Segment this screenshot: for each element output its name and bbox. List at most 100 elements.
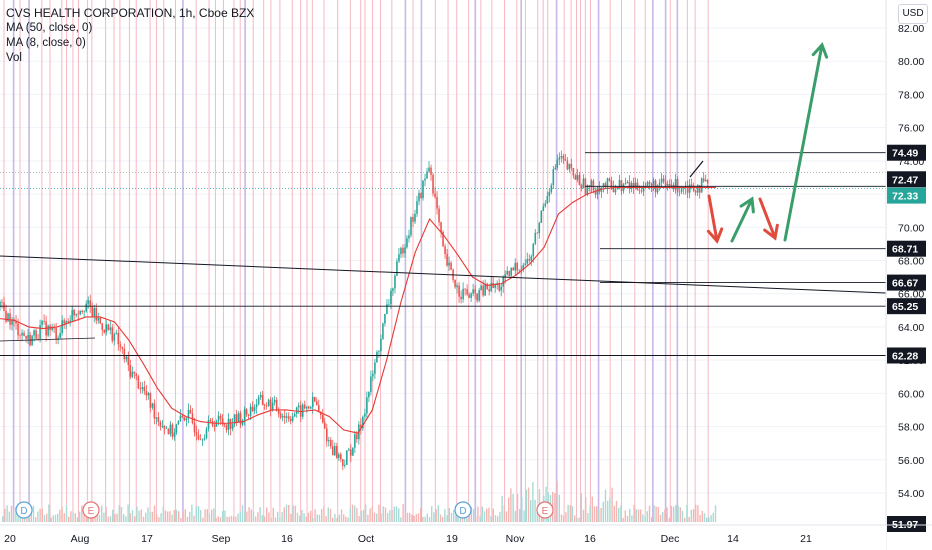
- volume-bar: [347, 517, 349, 522]
- volume-bar: [646, 511, 648, 522]
- price-tag-text: 62.28: [892, 350, 918, 362]
- volume-bar: [123, 514, 125, 522]
- volume-bar: [483, 511, 486, 522]
- candle-body: [498, 282, 500, 291]
- trendline[interactable]: [0, 255, 887, 294]
- volume-bar: [712, 512, 714, 522]
- candle-body: [392, 288, 394, 291]
- trendline-left[interactable]: [0, 337, 96, 342]
- candle-body: [666, 183, 669, 186]
- candle-body: [424, 178, 426, 181]
- volume-bar: [490, 516, 492, 522]
- candle-body: [19, 335, 21, 336]
- candle-body: [157, 417, 160, 423]
- candle-body: [261, 395, 264, 405]
- y-tick-label: 76.00: [898, 123, 924, 135]
- volume-bar: [563, 515, 565, 522]
- candle-body: [334, 446, 336, 456]
- candle-body: [574, 175, 577, 180]
- candle-body: [53, 327, 55, 329]
- candle-body: [305, 406, 308, 409]
- volume-bar: [202, 517, 204, 522]
- y-tick-label: 78.00: [898, 89, 924, 101]
- candle-body: [700, 178, 703, 193]
- event-marker-circle[interactable]: [454, 501, 472, 519]
- forecast-arrows[interactable]: [706, 42, 829, 244]
- candle-body: [454, 279, 456, 288]
- volume-bar: [530, 500, 532, 522]
- candle-body: [600, 187, 603, 192]
- volume-bar: [514, 510, 516, 522]
- volume-bar: [525, 489, 527, 522]
- candle-body: [344, 464, 346, 466]
- volume-bar: [659, 514, 662, 522]
- y-axis[interactable]: 82.0080.0078.0076.0074.0072.0070.0068.00…: [885, 0, 932, 550]
- candle-body: [686, 186, 689, 193]
- candle-body: [484, 283, 486, 296]
- candle-body: [558, 157, 561, 160]
- x-axis[interactable]: 20 Aug 17 Sep 16 Oct 19 Nov 16 Dec 14 21: [0, 524, 932, 550]
- volume-bar: [464, 516, 466, 522]
- x-tick-label: 20: [4, 533, 16, 545]
- candle-body: [482, 285, 484, 296]
- volume-bar: [120, 506, 123, 522]
- ma-line[interactable]: [0, 186, 716, 434]
- candle-body: [458, 285, 460, 297]
- candle-body: [504, 274, 507, 278]
- candle-body: [257, 397, 260, 405]
- legend-ma8[interactable]: MA (8, close, 0): [6, 37, 86, 49]
- candle-body: [378, 351, 380, 353]
- candle-body: [175, 424, 178, 433]
- grid: [0, 27, 886, 494]
- candle-body: [201, 439, 204, 441]
- volume-bar: [164, 510, 167, 522]
- candle-body: [518, 269, 521, 271]
- candle-body: [17, 323, 19, 336]
- candle-body: [640, 190, 643, 192]
- candle-body: [69, 320, 71, 323]
- volume-bar: [409, 512, 411, 522]
- volume-bar: [644, 516, 646, 522]
- volume-bar: [508, 497, 510, 522]
- volume-bar: [272, 507, 274, 522]
- volume-bar: [574, 515, 576, 522]
- candle-body: [237, 413, 240, 423]
- candle-body: [39, 325, 41, 339]
- volume-bar: [706, 517, 708, 522]
- candle-body: [428, 167, 430, 172]
- price-tag: [887, 144, 926, 161]
- event-marker-letter: D: [459, 506, 466, 517]
- volume-bar: [662, 512, 664, 522]
- volume-bar: [4, 508, 6, 522]
- event-marker-circle[interactable]: [82, 501, 100, 519]
- arrow-head: [811, 42, 829, 59]
- volume-bar: [424, 516, 426, 522]
- candle-body: [510, 267, 513, 276]
- volume-bar: [378, 504, 380, 522]
- candle-body: [616, 187, 619, 190]
- candle-body: [552, 169, 555, 186]
- y-tick-label: 70.00: [898, 222, 924, 234]
- currency-button[interactable]: USD: [898, 4, 928, 24]
- volume-bar: [398, 508, 400, 522]
- candle-body: [321, 414, 324, 423]
- volume-bar: [142, 516, 145, 522]
- volume-bar: [433, 512, 435, 522]
- candle-body: [688, 184, 691, 193]
- candle-body: [470, 293, 472, 298]
- volume-bars: [2, 481, 717, 522]
- candle-body: [670, 184, 673, 186]
- candle-body: [225, 424, 228, 430]
- volume-bar: [699, 514, 701, 522]
- event-marker-circle[interactable]: [15, 501, 33, 519]
- volume-bar: [79, 511, 81, 522]
- legend-ma50[interactable]: MA (50, close, 0): [6, 22, 93, 34]
- candle-body: [227, 418, 230, 430]
- event-marker-circle[interactable]: [536, 501, 554, 519]
- legend-vol[interactable]: Vol: [6, 52, 22, 64]
- candle-body: [139, 388, 142, 390]
- volume-bar: [505, 511, 508, 522]
- volume-bar: [578, 517, 580, 522]
